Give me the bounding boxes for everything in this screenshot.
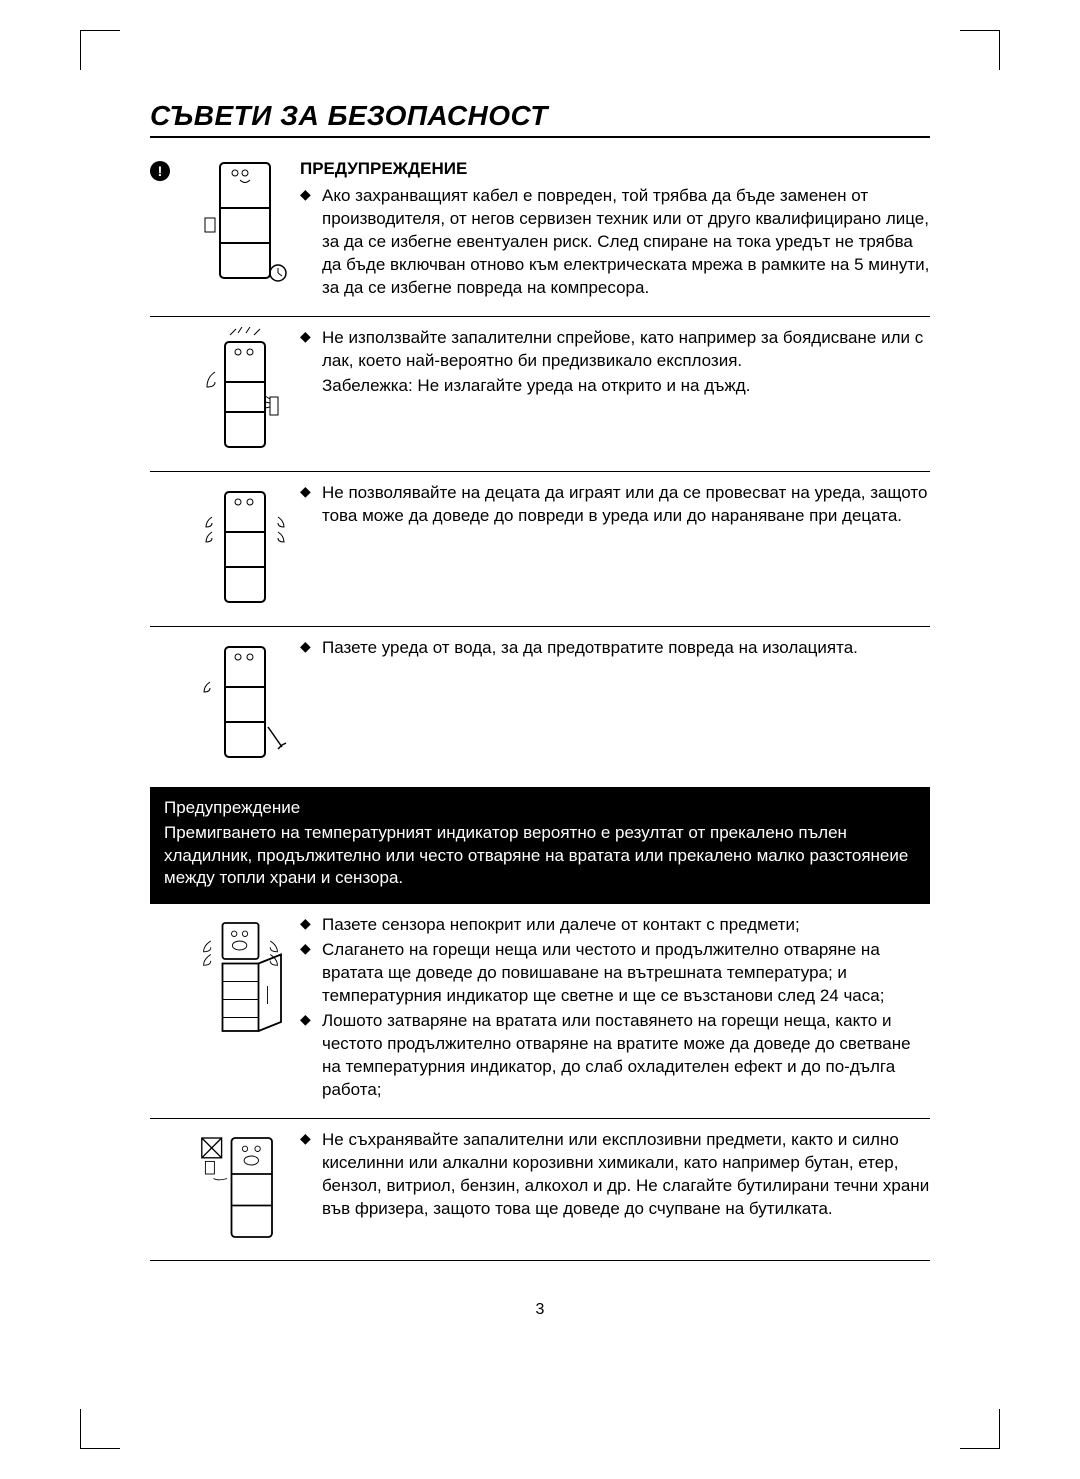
fridge-water-icon [200, 637, 290, 767]
fridge-child-icon [200, 482, 290, 612]
crop-mark-tl [80, 30, 120, 70]
bullet-text: Не използвайте запалителни спрейове, кат… [300, 327, 930, 373]
spacer [150, 1129, 190, 1246]
illustration [190, 914, 300, 1104]
crop-mark-tr [960, 30, 1000, 70]
spacer [150, 637, 190, 767]
safety-section: Пазете сензора непокрит или далече от ко… [150, 904, 930, 1119]
illustration [190, 158, 300, 302]
crop-mark-br [960, 1409, 1000, 1449]
section-text: Пазете сензора непокрит или далече от ко… [300, 914, 930, 1104]
fridge-plug-icon [200, 158, 290, 288]
crop-mark-bl [80, 1409, 120, 1449]
bullet-text: Не съхранявайте запалителни или експлози… [300, 1129, 930, 1221]
warning-box-body: Премигването на температурният индикатор… [164, 822, 916, 891]
illustration [190, 482, 300, 612]
section-text: Не използвайте запалителни спрейове, кат… [300, 327, 930, 457]
bullet-text: Не позволявайте на децата да играят или … [300, 482, 930, 528]
page-number: 3 [150, 1301, 930, 1319]
bullet-text: Пазете уреда от вода, за да предотвратит… [300, 637, 930, 660]
note-text: Забележка: Не излагайте уреда на открито… [300, 375, 930, 398]
safety-section: ! ПРЕДУПРЕЖДЕНИЕ Ако захранващият кабел … [150, 148, 930, 317]
page-title: СЪВЕТИ ЗА БЕЗОПАСНОСТ [150, 100, 930, 138]
warning-box: Предупреждение Премигването на температу… [150, 787, 930, 905]
fridge-spray-icon [200, 327, 290, 457]
bullet-text: Слагането на горещи неща или честото и п… [300, 939, 930, 1008]
illustration [190, 1129, 300, 1246]
safety-section: Не използвайте запалителни спрейове, кат… [150, 317, 930, 472]
fridge-nochem-icon [200, 1129, 290, 1246]
safety-section: Не позволявайте на децата да играят или … [150, 472, 930, 627]
section-heading: ПРЕДУПРЕЖДЕНИЕ [300, 158, 930, 181]
safety-section: Пазете уреда от вода, за да предотвратит… [150, 627, 930, 781]
spacer [150, 914, 190, 1104]
section-text: Не позволявайте на децата да играят или … [300, 482, 930, 612]
section-text: ПРЕДУПРЕЖДЕНИЕ Ако захранващият кабел е … [300, 158, 930, 302]
section-text: Пазете уреда от вода, за да предотвратит… [300, 637, 930, 767]
spacer [150, 327, 190, 457]
bullet-text: Ако захранващият кабел е повреден, той т… [300, 185, 930, 300]
bullet-text: Лошото затваряне на вратата или поставян… [300, 1010, 930, 1102]
warning-icon-col: ! [150, 158, 190, 302]
safety-section: Не съхранявайте запалителни или експлози… [150, 1119, 930, 1261]
section-text: Не съхранявайте запалителни или експлози… [300, 1129, 930, 1246]
spacer [150, 482, 190, 612]
warning-box-heading: Предупреждение [164, 797, 916, 820]
bullet-text: Пазете сензора непокрит или далече от ко… [300, 914, 930, 937]
illustration [190, 327, 300, 457]
fridge-open-icon [200, 914, 290, 1040]
illustration [190, 637, 300, 767]
warning-exclaim-icon: ! [150, 161, 170, 181]
